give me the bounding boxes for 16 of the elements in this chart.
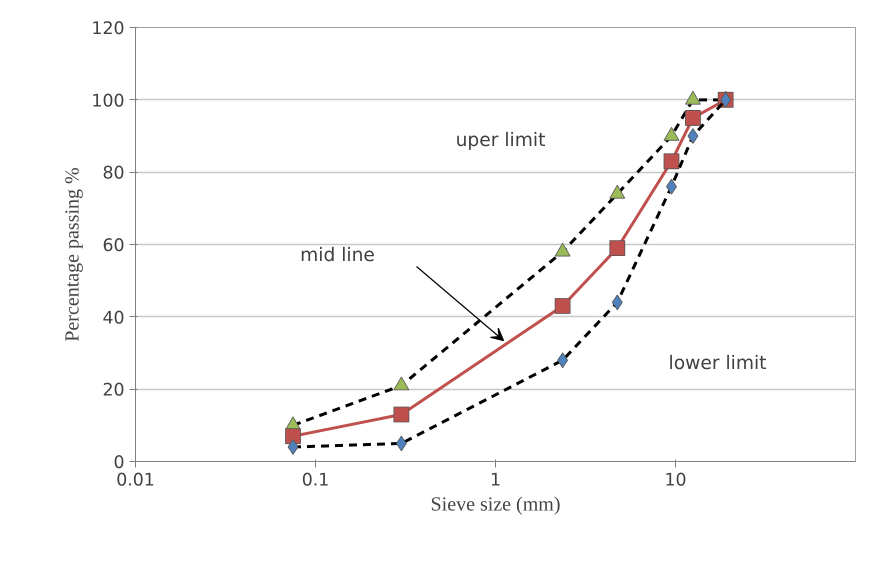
y-tick-label: 20 bbox=[102, 380, 125, 401]
annotation: lower limit bbox=[668, 353, 766, 374]
x-axis-title: Sieve size (mm) bbox=[430, 494, 560, 516]
y-axis-title: Percentage passing % bbox=[61, 167, 84, 342]
y-tick-label: 0 bbox=[113, 453, 125, 473]
y-tick-label: 60 bbox=[102, 236, 125, 256]
annotation: uper limit bbox=[456, 130, 546, 151]
x-tick-label: 0.01 bbox=[116, 470, 155, 490]
annotation: mid line bbox=[300, 245, 375, 266]
x-tick-label: 1 bbox=[490, 470, 502, 490]
y-tick-label: 120 bbox=[91, 19, 125, 39]
x-tick-label: 10 bbox=[664, 470, 687, 490]
y-tick-label: 40 bbox=[102, 308, 125, 328]
y-tick-label: 80 bbox=[102, 164, 125, 184]
y-tick-label: 100 bbox=[91, 91, 125, 112]
x-tick-label: 0.1 bbox=[302, 470, 330, 490]
